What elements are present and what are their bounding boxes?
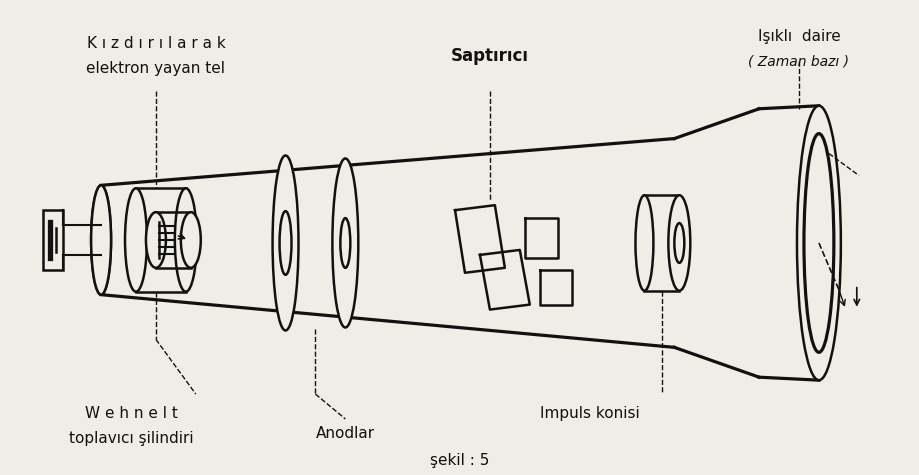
Ellipse shape [181,212,200,268]
Text: W e h n e l t: W e h n e l t [85,407,177,421]
Text: K ı z d ı r ı l a r a k: K ı z d ı r ı l a r a k [86,36,225,51]
Ellipse shape [635,195,653,291]
Ellipse shape [175,188,197,292]
Text: şekil : 5: şekil : 5 [430,453,490,468]
Text: Işıklı  daire: Işıklı daire [757,28,840,44]
Ellipse shape [91,185,111,294]
Ellipse shape [273,155,299,331]
Ellipse shape [333,159,358,327]
Text: elektron yayan tel: elektron yayan tel [86,61,225,76]
Text: Impuls konisi: Impuls konisi [539,407,640,421]
Text: ( Zaman bazı ): ( Zaman bazı ) [748,54,849,68]
Text: Anodlar: Anodlar [316,427,375,441]
Ellipse shape [125,188,147,292]
Ellipse shape [91,185,111,294]
Ellipse shape [146,212,166,268]
Text: toplavıcı şilindiri: toplavıcı şilindiri [69,431,193,446]
Ellipse shape [797,106,841,380]
Text: Saptırıcı: Saptırıcı [451,47,529,65]
Ellipse shape [668,195,690,291]
